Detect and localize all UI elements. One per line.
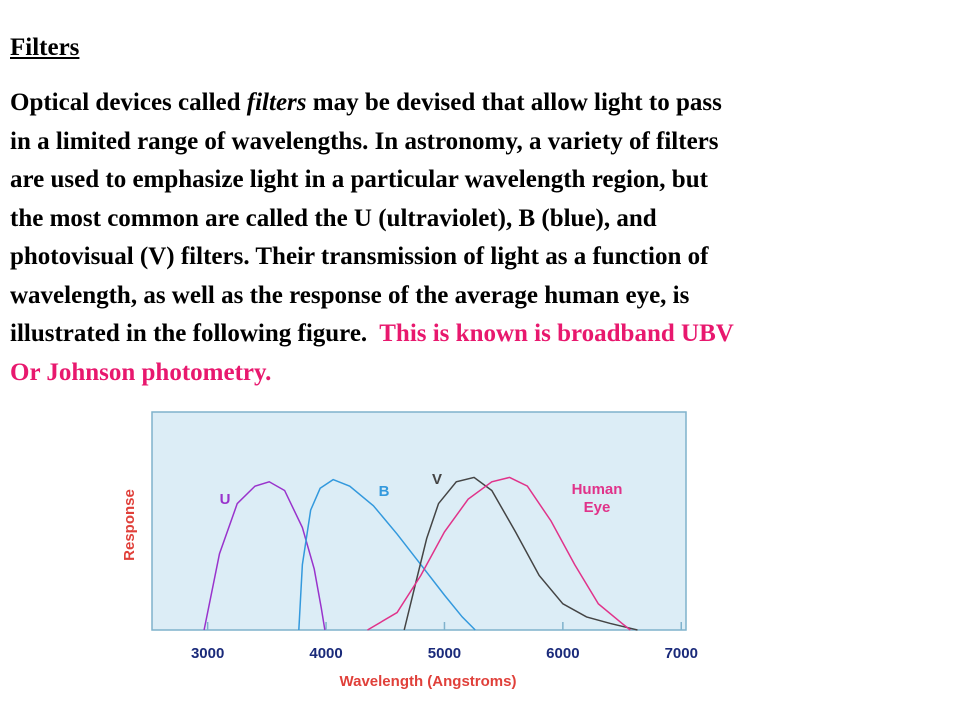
y-axis-title: Response bbox=[121, 489, 138, 561]
text: are used to emphasize light in a particu… bbox=[10, 166, 708, 193]
text: wavelength, as well as the response of t… bbox=[10, 281, 690, 309]
x-tick-label: 4000 bbox=[309, 645, 342, 662]
series-label: V bbox=[432, 471, 442, 488]
text: in a limited range of wavelengths. In as… bbox=[10, 127, 719, 155]
highlight-text: Or Johnson photometry. bbox=[10, 358, 272, 386]
series-line bbox=[203, 480, 326, 631]
x-tick-label: 7000 bbox=[665, 645, 698, 662]
text: filters bbox=[246, 89, 307, 116]
label-part: Eye bbox=[584, 499, 611, 516]
x-tick-label: 3000 bbox=[191, 645, 224, 662]
text: the most common are called the U (ultrav… bbox=[10, 204, 657, 232]
series-label: B bbox=[379, 483, 390, 500]
highlight-text: This is known is broadband UBV bbox=[379, 320, 734, 347]
x-tick-label: 5000 bbox=[428, 645, 461, 662]
series-line bbox=[367, 476, 631, 631]
text: Optical devices called bbox=[10, 89, 247, 116]
paragraph: Optical devices called filters may be de… bbox=[10, 84, 734, 392]
text: illustrated in the following figure. bbox=[10, 320, 380, 347]
plot-area bbox=[151, 411, 687, 631]
text: may be devised that allow light to pass bbox=[306, 89, 722, 116]
x-tick-label: 6000 bbox=[546, 645, 579, 662]
text: photovisual (V) filters. Their transmiss… bbox=[10, 243, 709, 270]
label-part: Human bbox=[572, 481, 623, 498]
series-line bbox=[298, 478, 476, 631]
series-label: Human Eye bbox=[572, 481, 623, 516]
series-line bbox=[403, 476, 638, 631]
x-axis-title: Wavelength (Angstroms) bbox=[340, 673, 517, 690]
series-label: U bbox=[220, 491, 231, 508]
slide-title: Filters bbox=[10, 34, 80, 61]
